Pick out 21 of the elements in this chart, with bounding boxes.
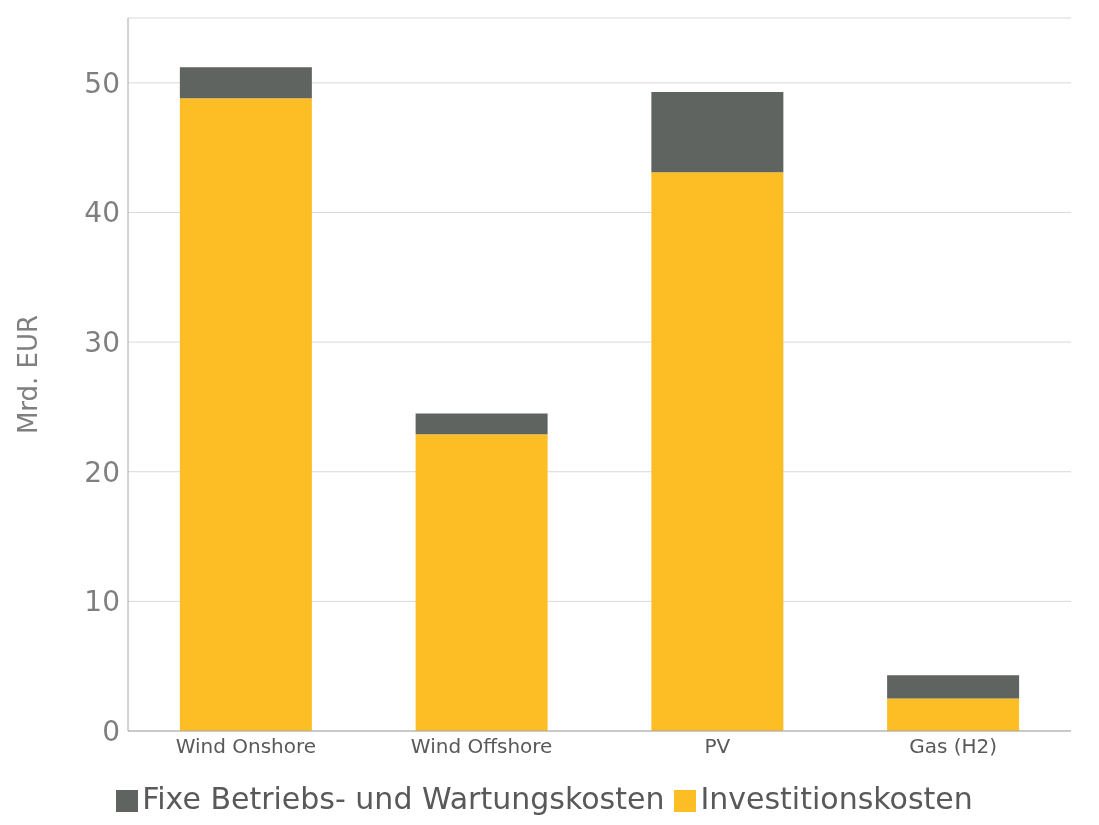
legend-label: Fixe Betriebs- und Wartungskosten bbox=[142, 781, 665, 816]
bar bbox=[179, 67, 312, 99]
bar bbox=[887, 675, 1020, 699]
bar bbox=[887, 698, 1020, 731]
y-tick-label: 20 bbox=[84, 455, 120, 489]
y-tick-label: 10 bbox=[84, 585, 120, 619]
x-tick-label: Wind Onshore bbox=[175, 734, 317, 759]
x-tick-label: Wind Offshore bbox=[410, 734, 553, 759]
bar bbox=[179, 98, 312, 731]
y-tick-label: 0 bbox=[102, 714, 120, 748]
y-tick-label: 30 bbox=[84, 326, 120, 360]
legend-label: Investitionskosten bbox=[700, 781, 973, 816]
y-axis-title: Mrd. EUR bbox=[13, 314, 44, 435]
bar bbox=[415, 434, 548, 731]
bar bbox=[415, 413, 548, 435]
bar bbox=[651, 172, 784, 731]
y-tick-label: 50 bbox=[84, 66, 120, 100]
bar bbox=[651, 91, 784, 173]
x-tick-label: PV bbox=[704, 734, 731, 759]
y-tick-label: 40 bbox=[84, 196, 120, 230]
x-tick-label: Gas (H2) bbox=[909, 734, 998, 759]
